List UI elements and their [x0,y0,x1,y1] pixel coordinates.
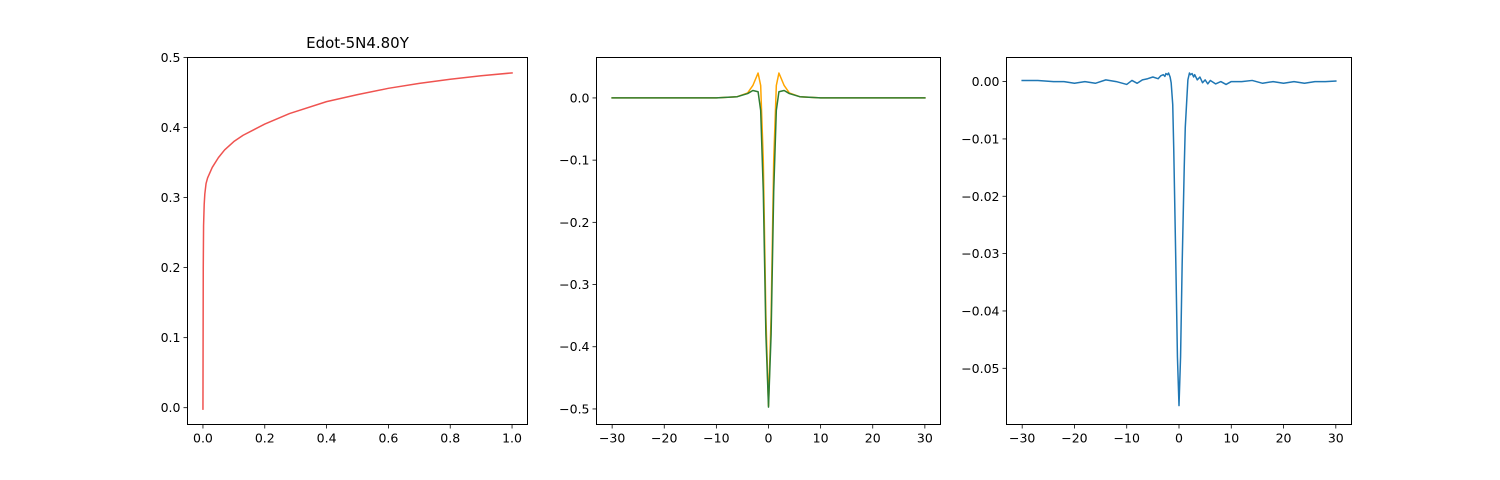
panel-2-xtick-label: 10 [813,431,829,446]
panel-1-ytick-label: 0.2 [161,260,181,275]
panel-2-ytick-label: −0.1 [559,153,589,168]
panel-3-marks [1021,72,1337,407]
panel-2-xtick-label: 30 [917,431,933,446]
panel-1-frame [187,57,528,425]
panel-3-ytick-label: −0.04 [961,303,999,318]
panel-1-ticks: 0.0 0.2 0.4 0.6 0.8 1.0 0.0 0.1 0.2 0.3 0.4 0.5 [161,50,522,446]
panel-3-xtick-label: 10 [1223,431,1239,446]
panel-3-ytick-label: 0.00 [972,74,1000,89]
panel-3-xtick-label: 30 [1328,431,1344,446]
panel-3-ytick-label: −0.02 [961,189,999,204]
panel-2-ticks: −30 −20 −10 0 10 20 30 0.0 −0.1 −0.2 −0.3 −0.4 −0.5 [559,90,933,445]
panel-1-marks [202,72,513,410]
panel-2-ytick-label: −0.2 [559,215,589,230]
panel-1-xtick-label: 0.6 [378,431,398,446]
panel-1-xtick-label: 0.4 [317,431,337,446]
panel-1-xtick-label: 1.0 [502,431,522,446]
panel-1-xtick-label: 0.0 [193,431,213,446]
panel-2-series-2-line [611,89,926,408]
panel-2: −30 −20 −10 0 10 20 30 0.0 −0.1 −0.2 −0.3 −0.4 −0.5 [559,57,941,446]
panel-1-ytick-label: 0.5 [161,50,181,65]
panel-2-ytick-label: −0.5 [559,401,589,416]
panel-3-ytick-label: −0.01 [961,131,999,146]
panel-2-xtick-label: −20 [651,431,677,446]
panel-3-xtick-label: −30 [1009,431,1035,446]
panel-1-xtick-label: 0.2 [255,431,275,446]
panel-1-xtick-label: 0.8 [440,431,460,446]
panel-3-xtick-label: 20 [1276,431,1292,446]
panel-2-ytick-label: −0.3 [559,277,589,292]
panel-1-ytick-label: 0.4 [161,120,181,135]
panel-2-ytick-label: 0.0 [570,90,590,105]
panel-1-title: Edot-5N4.80Y [306,34,410,52]
panel-3-ticks: −30 −20 −10 0 10 20 30 0.00 −0.01 −0.02 −0.03 −0.04… [961,74,1344,445]
panel-1-ytick-label: 0.0 [161,400,181,415]
panel-2-xtick-label: −10 [703,431,729,446]
panel-1: Edot-5N4.80Y 0.0 0.2 0.4 0.6 0.8 1.0 0.0 0.1 0.2… [161,34,528,446]
panel-1-ytick-label: 0.1 [161,330,181,345]
panel-3-xtick-label: 0 [1175,431,1183,446]
panel-3-xtick-label: −20 [1061,431,1087,446]
panel-3: −30 −20 −10 0 10 20 30 0.00 −0.01 −0.02 −0.03 −0.04… [961,57,1352,446]
panel-2-marks [611,72,926,408]
panel-3-ytick-label: −0.05 [961,361,999,376]
panel-2-xtick-label: 0 [765,431,773,446]
panel-1-ytick-label: 0.3 [161,190,181,205]
panel-3-ytick-label: −0.03 [961,246,999,261]
panel-3-series-1-line [1021,72,1337,407]
panel-2-xtick-label: 20 [865,431,881,446]
panel-1-series-1-line [202,72,513,410]
panel-3-xtick-label: −10 [1114,431,1140,446]
panel-2-xtick-label: −30 [599,431,625,446]
panel-2-ytick-label: −0.4 [559,339,589,354]
